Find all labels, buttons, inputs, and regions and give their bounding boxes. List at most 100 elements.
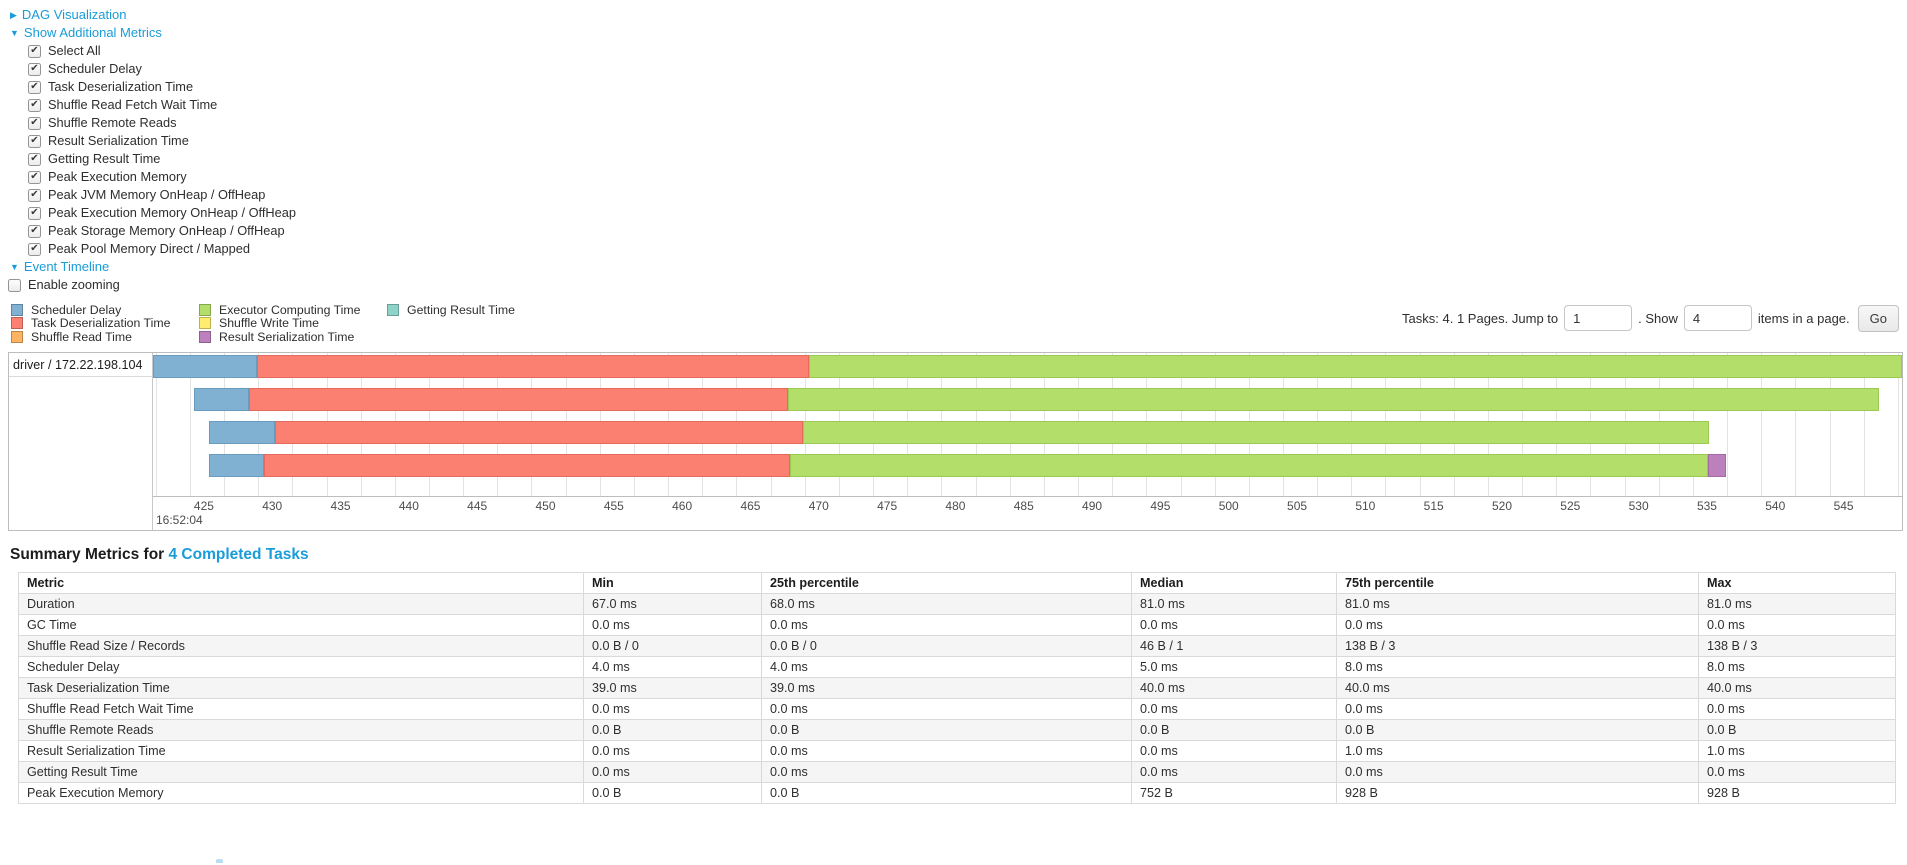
pagination-show-text: . Show (1638, 310, 1678, 326)
timeline-gridline (1795, 352, 1797, 496)
summary-column-header: Max (1698, 571, 1896, 594)
dag-visualization-label: DAG Visualization (21, 7, 127, 22)
value-cell: 4.0 ms (761, 655, 1132, 678)
go-button[interactable]: Go (1857, 304, 1899, 332)
event-timeline-toggle[interactable]: ▼ Event Timeline (0, 258, 1907, 276)
axis-tick-label: 515 (1423, 498, 1444, 513)
metric-checkbox[interactable] (28, 188, 41, 202)
table-row: Task Deserialization Time 39.0 ms 39.0 ms 4… (18, 676, 1896, 699)
legend-item: Result Serialization Time (199, 330, 387, 344)
value-cell: 0.0 ms (1131, 697, 1337, 720)
task-bar-segment[interactable] (248, 387, 789, 411)
value-cell: 0.0 ms (583, 739, 762, 762)
value-cell: 46 B / 1 (1131, 634, 1337, 657)
legend-item: Scheduler Delay (11, 303, 199, 317)
chevron-right-icon: ▶ (10, 10, 17, 20)
task-bar-segment[interactable] (153, 354, 257, 378)
legend-label: Shuffle Read Time (31, 329, 132, 344)
metric-checkbox[interactable] (28, 152, 41, 166)
axis-tick-label: 500 (1218, 498, 1239, 513)
enable-zooming-checkbox[interactable] (8, 278, 21, 292)
event-timeline-chart: driver / 172.22.198.104 425 430 435 440 445 4… (8, 351, 1903, 531)
table-row: Getting Result Time 0.0 ms 0.0 ms 0.0 ms 0.0… (18, 760, 1896, 783)
task-bar-segment[interactable] (263, 453, 790, 477)
dag-visualization-toggle[interactable]: ▶ DAG Visualization (0, 6, 1907, 24)
axis-tick-label: 465 (740, 498, 761, 513)
axis-tick-label: 435 (330, 498, 351, 513)
value-cell: 81.0 ms (1698, 592, 1896, 615)
value-cell: 0.0 ms (1336, 613, 1699, 636)
metric-checkbox[interactable] (28, 80, 41, 94)
metric-checkbox[interactable] (28, 170, 41, 184)
metric-checkbox[interactable] (28, 134, 41, 148)
timeline-gridline (1761, 352, 1763, 496)
legend-label: Result Serialization Time (219, 329, 355, 344)
axis-tick-label: 440 (398, 498, 419, 513)
metric-checkbox[interactable] (28, 44, 41, 58)
legend-swatch (11, 317, 23, 330)
axis-tick-label: 540 (1765, 498, 1786, 513)
legend-swatch (387, 303, 399, 316)
axis-tick-label: 450 (535, 498, 556, 513)
task-bar-segment[interactable] (274, 420, 804, 444)
task-bar-segment[interactable] (1707, 453, 1726, 477)
value-cell: 8.0 ms (1336, 655, 1699, 678)
timeline-gridline (1897, 352, 1899, 496)
value-cell: 0.0 ms (761, 697, 1132, 720)
legend-label: Scheduler Delay (31, 302, 122, 317)
metric-checkbox-label: Shuffle Remote Reads (48, 115, 177, 130)
jump-to-page-input[interactable] (1564, 305, 1633, 331)
metric-checkbox[interactable] (28, 242, 41, 256)
task-bar-segment[interactable] (209, 420, 275, 444)
task-bar-segment[interactable] (789, 453, 1708, 477)
timeline-axis-labels: 425 430 435 440 445 450 455 460 465 470 475 480 485 4… (153, 499, 1902, 514)
metric-checkbox[interactable] (28, 62, 41, 76)
task-bar-segment[interactable] (209, 453, 264, 477)
timeline-gridline (155, 352, 157, 496)
chevron-down-icon: ▼ (10, 28, 19, 38)
metric-checkbox[interactable] (28, 116, 41, 130)
value-cell: 928 B (1336, 781, 1699, 804)
value-cell: 0.0 ms (583, 760, 762, 783)
task-bar-segment[interactable] (256, 354, 809, 378)
metric-cell: Shuffle Read Size / Records (18, 634, 584, 657)
metric-checkbox-row: Peak Execution Memory OnHeap / OffHeap (0, 204, 1907, 222)
value-cell: 81.0 ms (1131, 592, 1337, 615)
metric-checkbox-row: Peak JVM Memory OnHeap / OffHeap (0, 186, 1907, 204)
value-cell: 0.0 ms (1131, 613, 1337, 636)
items-per-page-input[interactable] (1683, 305, 1752, 331)
value-cell: 39.0 ms (583, 676, 762, 699)
task-bar-segment[interactable] (803, 420, 1710, 444)
timeline-group-label: driver / 172.22.198.104 (9, 353, 152, 377)
task-bar-segment[interactable] (193, 387, 249, 411)
show-additional-metrics-toggle[interactable]: ▼ Show Additional Metrics (0, 24, 1907, 42)
metric-checkbox-label: Peak Execution Memory OnHeap / OffHeap (48, 205, 297, 220)
table-row: Shuffle Read Size / Records 0.0 B / 0 0.0 … (18, 634, 1896, 657)
value-cell: 1.0 ms (1698, 739, 1896, 762)
pagination-suffix-text: items in a page. (1757, 310, 1850, 326)
axis-tick-label: 425 (193, 498, 214, 513)
completed-tasks-link[interactable]: 4 Completed Tasks (168, 545, 309, 563)
axis-tick-label: 445 (467, 498, 488, 513)
summary-table-header-row: Metric Min 25th percentile Median 75th perce… (18, 571, 1896, 594)
value-cell: 39.0 ms (761, 676, 1132, 699)
metric-checkbox[interactable] (28, 206, 41, 220)
metric-checkbox-label: Peak Execution Memory (48, 169, 187, 184)
metric-checkbox[interactable] (28, 224, 41, 238)
axis-tick-label: 475 (877, 498, 898, 513)
metric-cell: Result Serialization Time (18, 739, 584, 762)
task-bar-segment[interactable] (788, 387, 1879, 411)
legend-swatch (11, 330, 23, 343)
metric-checkbox-row: Getting Result Time (0, 150, 1907, 168)
axis-tick-label: 535 (1696, 498, 1717, 513)
summary-column-header: 25th percentile (761, 571, 1132, 594)
timeline-gridline (1829, 352, 1831, 496)
task-bar-segment[interactable] (808, 354, 1902, 378)
table-row: Scheduler Delay 4.0 ms 4.0 ms 5.0 ms 8.0 ms 8… (18, 655, 1896, 678)
value-cell: 0.0 ms (1336, 697, 1699, 720)
enable-zooming-label: Enable zooming (28, 277, 120, 292)
metric-checkbox[interactable] (28, 98, 41, 112)
metric-cell: Duration (18, 592, 584, 615)
value-cell: 0.0 ms (761, 613, 1132, 636)
value-cell: 1.0 ms (1336, 739, 1699, 762)
